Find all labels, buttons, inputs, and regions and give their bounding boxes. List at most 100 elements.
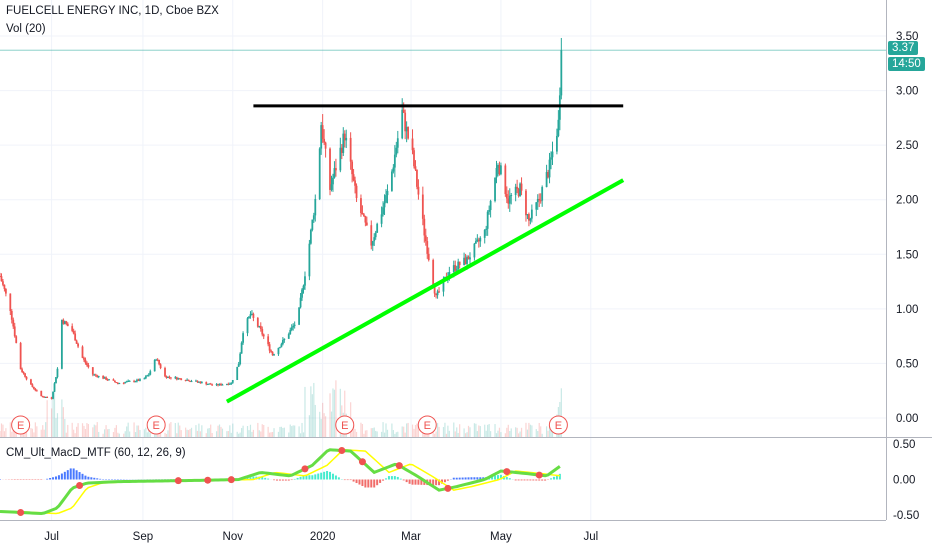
volume-bar — [417, 422, 420, 437]
candle-body — [452, 265, 455, 272]
candle-body — [186, 379, 189, 381]
price-tick-label: 3.00 — [896, 86, 918, 98]
earnings-marker: E — [146, 415, 166, 435]
volume-bar — [423, 433, 425, 437]
candle-body — [236, 366, 239, 381]
candle-body — [309, 229, 312, 244]
volume-bar — [5, 428, 7, 437]
earnings-marker-circle — [146, 415, 166, 435]
macd-histogram-bar — [385, 478, 388, 480]
candle-body — [75, 340, 78, 344]
candle-body — [259, 325, 262, 329]
last-price-tag: 3.37 — [888, 41, 919, 55]
volume-bar — [354, 428, 356, 437]
candle-body — [488, 210, 491, 212]
volume-bar — [550, 427, 552, 437]
macd-histogram-bar — [323, 471, 326, 480]
volume-bar — [73, 429, 75, 437]
price-tick-label: 2.50 — [896, 140, 918, 152]
candle-body — [485, 228, 488, 230]
candle-body — [281, 340, 284, 345]
candle-body — [211, 384, 214, 386]
volume-bar — [65, 432, 67, 437]
macd-histogram-bar — [90, 477, 93, 480]
volume-bar — [11, 431, 13, 437]
macd-cross-dot — [395, 462, 403, 470]
candle-body — [363, 214, 365, 216]
volume-bar — [525, 422, 527, 437]
volume-bar — [445, 433, 448, 437]
macd-cross-dot — [338, 447, 346, 455]
volume-bar — [24, 432, 26, 437]
macd-histogram-bar — [479, 477, 482, 480]
volume-bar — [516, 427, 518, 437]
candle-body — [279, 347, 281, 349]
macd-histogram-bar — [93, 477, 96, 480]
volume-bar — [289, 424, 291, 437]
volume-bar — [509, 431, 511, 437]
macd-histogram-bar — [387, 476, 390, 480]
macd-cross-dot — [301, 465, 309, 473]
candle-body — [290, 327, 293, 330]
volume-bar — [33, 432, 35, 437]
candle-body — [413, 150, 415, 167]
macd-histogram-bar — [520, 479, 523, 481]
volume-bar — [83, 425, 85, 437]
volume-bar — [177, 422, 179, 437]
volume-bar — [157, 433, 159, 437]
volume-bar — [370, 428, 372, 437]
macd-histogram-bar — [438, 479, 441, 486]
candle-body — [298, 307, 300, 325]
candle-body — [239, 353, 242, 365]
candle-body — [371, 241, 374, 246]
volume-bar — [2, 424, 4, 437]
candle-body — [221, 384, 224, 386]
volume-bar — [159, 431, 162, 437]
candle-body — [15, 336, 18, 343]
volume-bar — [453, 422, 455, 437]
macd-histogram-bar — [455, 477, 458, 480]
volume-bar — [386, 429, 389, 437]
volume-bar — [215, 431, 218, 437]
candle-body — [149, 371, 152, 375]
candle-body — [271, 351, 274, 356]
candle-body — [404, 112, 407, 132]
volume-bar — [211, 432, 213, 437]
candle-body — [177, 378, 180, 380]
volume-bar — [14, 431, 16, 437]
candle-body — [2, 281, 4, 285]
volume-bar — [320, 418, 322, 437]
candle-body — [56, 368, 59, 378]
candle-body — [147, 374, 150, 376]
candle-body — [467, 256, 470, 260]
price-tick-label: 1.50 — [896, 249, 918, 261]
volume-bar — [392, 430, 394, 437]
time-tick-label: Nov — [223, 531, 244, 543]
candle-body — [180, 378, 183, 381]
volume-bar — [292, 425, 294, 437]
volume-bar — [485, 430, 487, 437]
macd-histogram-bar — [320, 472, 323, 480]
volume-bar — [207, 428, 209, 437]
candle-body — [237, 364, 240, 367]
candle-body — [231, 380, 234, 383]
volume-bar — [127, 422, 129, 437]
volume-bar — [249, 424, 252, 437]
candle-body — [32, 386, 35, 389]
volume-bar — [464, 433, 467, 437]
candle-body — [494, 177, 496, 201]
volume-bar — [526, 429, 529, 437]
earnings-marker-label: E — [424, 420, 431, 432]
macd-histogram-bar — [532, 479, 535, 481]
macd-histogram-bar — [326, 470, 329, 480]
volume-bar — [302, 432, 305, 437]
candle-body — [170, 377, 172, 379]
volume-bar — [528, 422, 530, 437]
volume-bar — [456, 427, 458, 437]
candle-body — [438, 291, 440, 293]
volume-bar — [304, 386, 306, 437]
macd-histogram-bar — [517, 479, 520, 481]
volume-bar — [332, 388, 334, 437]
